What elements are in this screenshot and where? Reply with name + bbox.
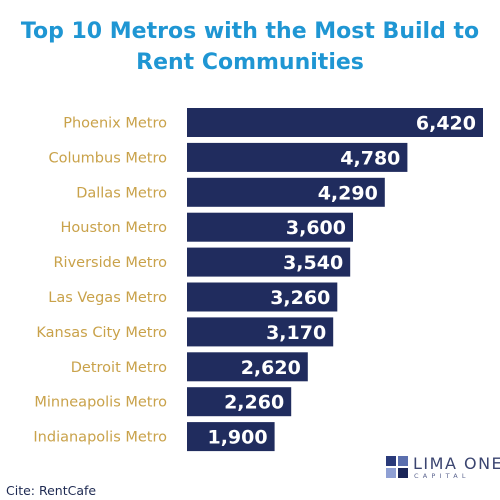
chart-title-line-2: Rent Communities: [136, 50, 364, 75]
logo-name: LIMA ONE: [413, 454, 500, 473]
chart-title-line-1: Top 10 Metros with the Most Build to: [20, 19, 480, 44]
chart-title: Top 10 Metros with the Most Build to Ren…: [0, 16, 500, 78]
source-citation: Cite: RentCafe: [6, 483, 97, 498]
bar-indianapolis-metro: [187, 422, 275, 452]
category-label: Houston Metro: [60, 220, 167, 236]
value-label: 3,260: [270, 287, 330, 309]
value-label: 4,780: [340, 147, 400, 169]
category-label: Minneapolis Metro: [34, 395, 167, 411]
value-label: 3,540: [283, 252, 343, 274]
bar-dallas-metro: [187, 177, 385, 207]
bar-detroit-metro: [187, 352, 308, 382]
bar-riverside-metro: [187, 247, 351, 277]
bar-las-vegas-metro: [187, 282, 338, 312]
logo-mark-icon: [386, 456, 408, 478]
category-label: Detroit Metro: [71, 360, 167, 376]
bar-chart: Phoenix Metro 6,420 Columbus Metro 4,780 Dal…: [33, 108, 483, 452]
value-label: 2,620: [241, 357, 301, 379]
logo-subtitle: CAPITAL: [414, 472, 470, 480]
value-label: 2,260: [224, 392, 284, 414]
value-label: 3,600: [286, 217, 346, 239]
category-label: Las Vegas Metro: [48, 290, 167, 306]
value-label: 1,900: [207, 427, 267, 449]
bar-phoenix-metro: [187, 108, 483, 137]
company-logo: LIMA ONE CAPITAL: [386, 454, 500, 486]
value-label: 4,290: [318, 182, 378, 204]
value-label: 6,420: [416, 113, 476, 135]
category-label: Indianapolis Metro: [33, 430, 167, 446]
bar-columbus-metro: [187, 142, 408, 172]
value-label: 3,170: [266, 322, 326, 344]
bar-minneapolis-metro: [187, 387, 292, 417]
bar-kansas-city-metro: [187, 317, 334, 347]
category-label: Dallas Metro: [76, 185, 167, 201]
category-label: Columbus Metro: [48, 150, 167, 166]
category-label: Phoenix Metro: [63, 116, 167, 132]
category-label: Riverside Metro: [53, 255, 167, 271]
category-label: Kansas City Metro: [36, 325, 167, 341]
bar-houston-metro: [187, 212, 353, 242]
